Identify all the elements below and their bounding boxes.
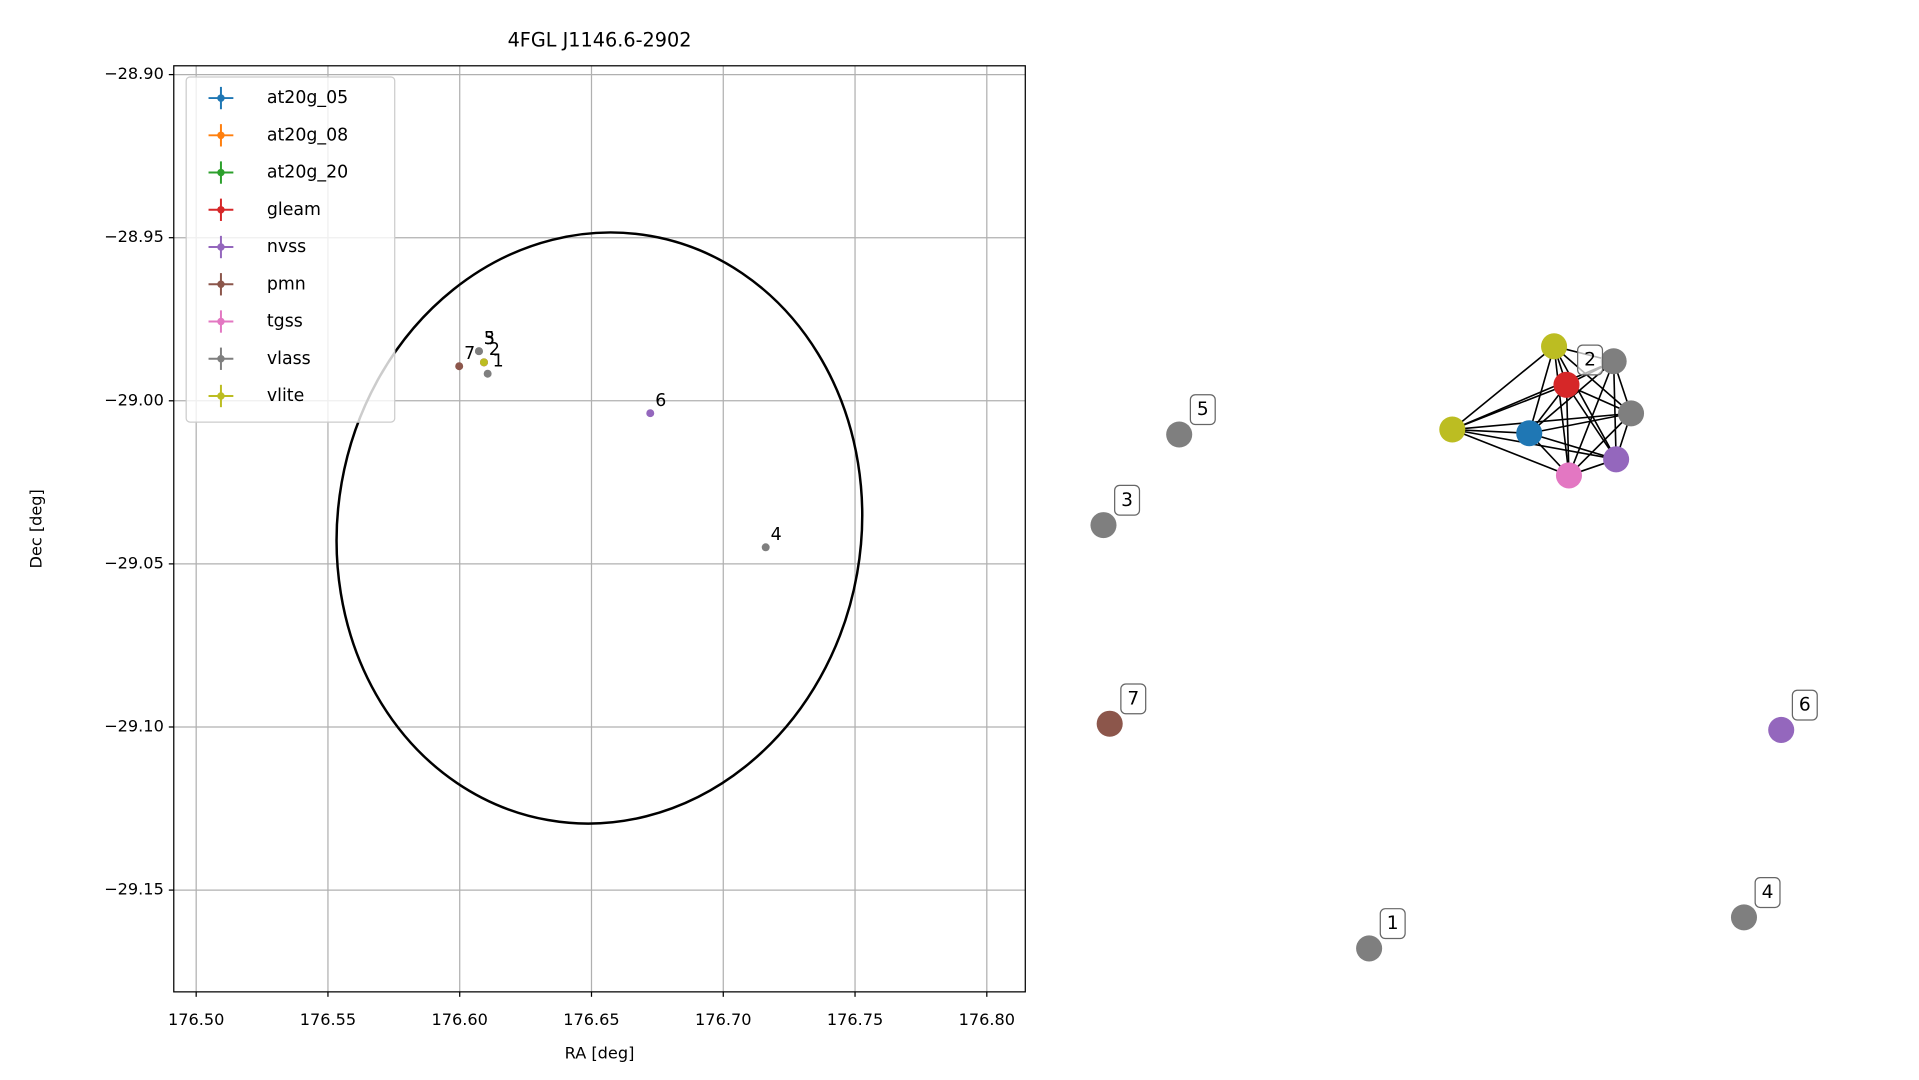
point-label: 5: [484, 329, 495, 349]
legend-label: at20g_20: [267, 163, 348, 183]
graph-node: [1555, 462, 1582, 489]
x-tick-label: 176.65: [563, 1010, 619, 1029]
y-tick-label: −29.05: [104, 553, 164, 572]
graph-node: [1516, 420, 1543, 447]
x-tick-label: 176.55: [300, 1010, 356, 1029]
y-tick-label: −28.90: [104, 64, 164, 83]
legend-marker: [217, 280, 225, 288]
node-label-box: [1379, 908, 1406, 940]
node-label-box: [1754, 877, 1781, 909]
graph-node: [1617, 400, 1645, 427]
graph-edge: [1565, 384, 1617, 460]
graph-node: [1096, 710, 1123, 737]
node-label: 3: [1121, 490, 1133, 511]
x-tick-label: 176.70: [695, 1010, 751, 1029]
graph-edge: [1529, 432, 1617, 461]
node-label-box: [1791, 689, 1818, 721]
graph-edge: [1568, 412, 1632, 477]
graph-edge: [1553, 345, 1617, 460]
data-point: [479, 358, 488, 367]
x-tick-label: 176.50: [168, 1010, 224, 1029]
point-label: 2: [489, 340, 500, 360]
graph-node: [1090, 512, 1117, 539]
point-label: 7: [464, 344, 475, 364]
graph-node: [1553, 371, 1580, 398]
graph-edge: [1553, 346, 1570, 476]
node-label: 4: [1762, 882, 1774, 903]
legend-label: nvss: [267, 237, 306, 257]
grid: 176.50 176.55 176.60 176.65 176.70 176.75 176.…: [104, 64, 1026, 1029]
graph-node: [1603, 446, 1630, 473]
graph-node: [1541, 333, 1568, 360]
x-axis-label: RA [deg]: [565, 1043, 635, 1062]
node-label: 6: [1799, 695, 1811, 716]
legend-label: gleam: [267, 200, 321, 220]
legend-label: pmn: [267, 274, 306, 294]
graph-edge: [1612, 361, 1617, 460]
data-point: [483, 369, 492, 378]
x-tick-label: 176.80: [959, 1010, 1015, 1029]
localization-ellipse: [335, 231, 864, 825]
graph-node: [1730, 904, 1758, 931]
node-label: 2: [1584, 349, 1596, 370]
node-label-box: [1120, 683, 1147, 715]
chart-title: 4FGL J1146.6-2902: [508, 28, 692, 51]
legend-label: vlite: [267, 386, 304, 406]
legend-marker: [217, 206, 225, 214]
y-axis-label: Dec [deg]: [27, 489, 46, 568]
graph-edge: [1452, 412, 1632, 431]
graph-node: [1356, 935, 1383, 962]
y-tick-label: −29.15: [104, 880, 164, 899]
plot-area: 6 7 13 4 52: [335, 231, 864, 825]
legend-label: tgss: [267, 312, 303, 332]
data-point: [646, 409, 655, 418]
node-label: 7: [1127, 688, 1139, 709]
data-point: [474, 347, 483, 356]
data-point: [761, 543, 770, 552]
point-label: 4: [771, 525, 782, 545]
legend-label: at20g_08: [267, 125, 348, 145]
graph-node: [1768, 716, 1795, 743]
graph-edge: [1568, 360, 1615, 476]
graph-edge: [1451, 428, 1570, 477]
graph-edge: [1565, 384, 1570, 476]
y-tick-label: −28.95: [104, 227, 164, 246]
legend-marker: [217, 317, 225, 326]
graph-node: [1439, 416, 1466, 443]
point-label: 1: [493, 351, 504, 371]
graph-edge: [1529, 412, 1632, 435]
legend-marker: [217, 243, 225, 251]
node-label: 1: [1387, 913, 1399, 934]
node-label-box: [1114, 484, 1141, 516]
y-tick-label: −29.00: [104, 390, 164, 409]
network-graph: 2 5 3 7 1 4 6: [1090, 333, 1818, 962]
point-label: 6: [655, 391, 666, 411]
node-label-box: [1577, 344, 1604, 376]
legend-marker: [217, 94, 225, 102]
legend-box: [185, 76, 396, 423]
data-point: [455, 362, 464, 371]
legend-marker: [217, 131, 225, 140]
graph-node: [1600, 348, 1627, 375]
x-tick-label: 176.60: [432, 1010, 488, 1029]
legend-marker: [217, 168, 225, 177]
legend-marker: [217, 355, 225, 363]
node-label: 5: [1197, 399, 1209, 420]
legend-label: at20g_05: [267, 88, 348, 108]
x-tick-label: 176.75: [827, 1010, 883, 1029]
graph-edge: [1451, 384, 1567, 431]
graph-node: [1166, 421, 1193, 448]
y-tick-label: −29.10: [104, 716, 164, 735]
graph-edge: [1451, 345, 1555, 431]
point-label: 3: [484, 329, 495, 349]
legend-marker: [217, 392, 225, 400]
node-label-box: [1189, 394, 1216, 426]
legend-label: vlass: [267, 349, 311, 369]
graph-edge: [1528, 346, 1555, 434]
axes-frame: [173, 65, 1026, 993]
